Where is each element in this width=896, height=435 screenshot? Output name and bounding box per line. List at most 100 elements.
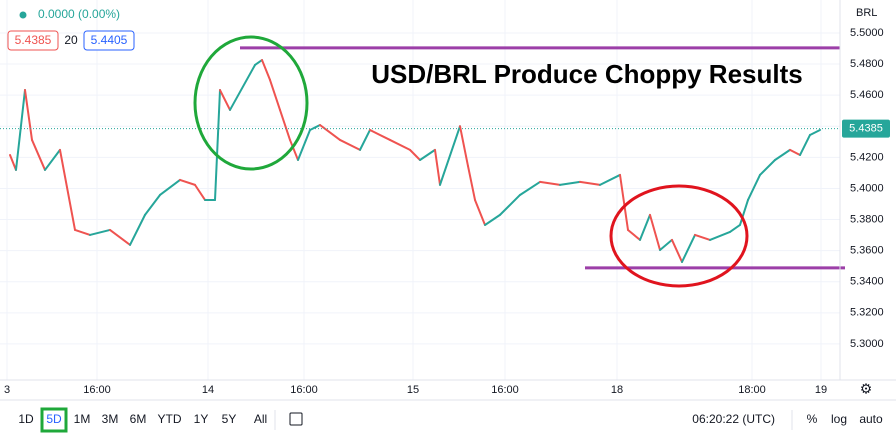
price-segment	[289, 138, 299, 161]
y-tick-label: 5.4000	[850, 182, 884, 194]
price-segment	[15, 89, 26, 171]
price-segment	[254, 59, 263, 66]
price-segment	[499, 193, 521, 216]
price-segment	[639, 213, 651, 241]
x-tick-label: 19	[815, 384, 827, 396]
scale-option[interactable]: auto	[859, 412, 883, 426]
range-button[interactable]: 1Y	[194, 412, 209, 426]
price-segment	[261, 59, 271, 81]
status-dot	[19, 11, 27, 19]
last-price-label: 5.4385	[849, 122, 883, 134]
range-button[interactable]: 6M	[130, 412, 147, 426]
price-segment	[389, 138, 411, 151]
scale-option[interactable]: %	[807, 412, 818, 426]
price-segment	[694, 233, 711, 241]
last-price-box	[842, 119, 890, 138]
range-button[interactable]: 1D	[18, 412, 34, 426]
price-segment	[709, 230, 731, 241]
price-segment	[459, 125, 469, 168]
time: 06:20:22 (UTC)	[692, 412, 775, 426]
scale-option[interactable]: log	[831, 412, 847, 426]
price-segment	[144, 193, 161, 216]
price-segment	[649, 213, 661, 252]
price-segment	[109, 228, 131, 246]
price-segment	[309, 124, 321, 131]
price-segment	[339, 138, 361, 151]
price-segment	[9, 154, 17, 171]
range-button[interactable]: 1M	[74, 412, 91, 426]
range-button[interactable]: All	[254, 412, 267, 426]
price-segment	[159, 178, 181, 196]
price-segment	[474, 198, 486, 226]
price-segment	[279, 108, 291, 141]
price-segment	[229, 63, 256, 111]
price-segment	[559, 180, 581, 186]
price-segment	[24, 89, 33, 141]
price-segment	[319, 124, 341, 141]
price-segment	[194, 183, 206, 201]
date-range-icon[interactable]	[289, 412, 303, 426]
price-segment	[519, 180, 541, 196]
x-tick-label: 18	[611, 384, 623, 396]
y-tick-label: 5.3400	[850, 276, 884, 288]
x-tick-label: 16:00	[491, 384, 519, 396]
price-segment	[627, 228, 641, 241]
y-tick-label: 5.5000	[850, 27, 884, 39]
price-segment	[359, 128, 371, 151]
bid-box	[7, 30, 59, 51]
range-button[interactable]: 5D	[46, 412, 62, 426]
active-range-box	[40, 407, 68, 433]
settings-icon[interactable]: ⚙	[860, 381, 873, 397]
price-segment	[579, 180, 601, 186]
price-segment	[799, 133, 811, 157]
price-segment	[89, 228, 111, 236]
price-segment	[297, 128, 311, 161]
x-tick-label: 3	[4, 384, 10, 396]
x-tick-label: 16:00	[290, 384, 318, 396]
plot	[0, 46, 845, 270]
price-segment	[59, 148, 76, 231]
x-tick-label: 14	[202, 384, 214, 396]
price-segment	[369, 128, 391, 141]
x-tick-label: 15	[407, 384, 419, 396]
price-segment	[439, 125, 461, 186]
grid	[0, 0, 840, 380]
price-segment	[659, 238, 673, 252]
highlight-circle	[609, 184, 749, 288]
price-segment	[467, 165, 476, 201]
price-segment	[539, 180, 561, 186]
price-segment	[681, 233, 696, 263]
y-tick-label: 5.4800	[850, 58, 884, 70]
price-segment	[484, 213, 501, 226]
ask-box	[83, 30, 135, 51]
price-segment	[179, 178, 196, 186]
spread: 20	[64, 33, 78, 47]
y-tick-label: 5.3600	[850, 245, 884, 257]
y-tick-label: 5.3000	[850, 338, 884, 350]
y-tick-label: 5.4200	[850, 151, 884, 163]
currency[interactable]: BRL	[856, 7, 877, 19]
price-segment	[74, 228, 91, 236]
price-segment	[729, 223, 741, 233]
range-button[interactable]: 3M	[102, 412, 119, 426]
price-segment	[739, 198, 749, 226]
price-segment	[214, 89, 221, 201]
price-segment	[219, 89, 231, 111]
price-segment	[671, 238, 683, 263]
range-button[interactable]: 5Y	[222, 412, 237, 426]
change: 0.0000 (0.00%)	[38, 7, 120, 21]
price-segment	[434, 148, 441, 186]
ask: 5.4405	[91, 33, 128, 47]
price-segment	[419, 148, 436, 161]
range-button[interactable]: YTD	[158, 412, 182, 426]
price-segment	[619, 173, 629, 231]
x-tick-label: 16:00	[83, 384, 111, 396]
price-segment	[31, 138, 46, 171]
price-segment	[129, 213, 146, 246]
highlight-circle	[193, 35, 309, 171]
price-segment	[809, 128, 821, 136]
price-segment	[44, 148, 61, 171]
price-segment	[789, 148, 801, 157]
